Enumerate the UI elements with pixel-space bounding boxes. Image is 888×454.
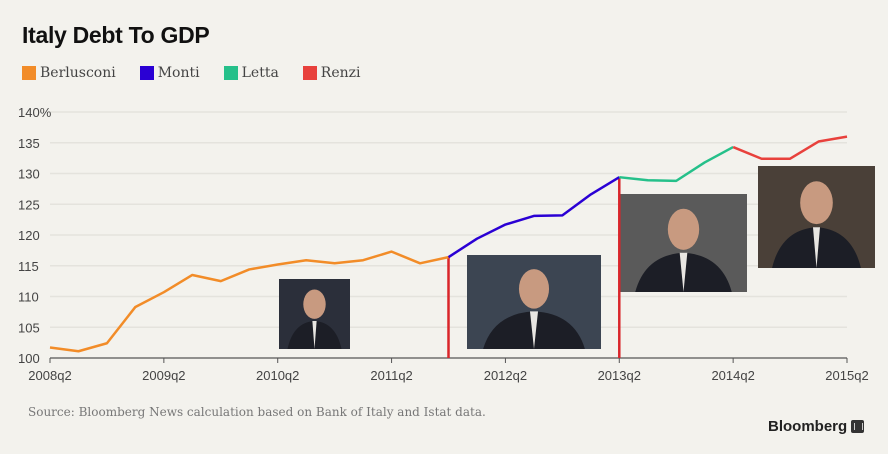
legend-swatch [302,66,317,80]
bloomberg-terminal-icon [851,420,865,433]
photo-face [303,289,326,319]
source-note: Source: Bloomberg News calculation based… [28,405,486,419]
x-tick-label: 2010q2 [256,368,299,383]
photo-berlusconi [279,279,350,349]
legend-item-monti: Monti [139,65,200,81]
legend-swatch [223,66,238,80]
series-line-renzi [732,135,848,160]
photo-shirt [812,227,821,268]
photo-renzi [758,166,875,268]
x-tick-label: 2013q2 [598,368,641,383]
photo-face [800,181,833,225]
legend-label: Renzi [320,65,361,81]
y-tick-label: 100 [18,351,40,366]
y-tick-label: 115 [18,259,39,274]
legend-label: Berlusconi [40,65,116,81]
y-tick-label: 140% [18,105,52,120]
legend-item-renzi: Renzi [302,65,361,81]
brand-name: Bloomberg [768,418,848,435]
y-tick-label: 125 [18,197,40,212]
chart-title: Italy Debt To GDP [22,22,210,48]
brand-logo: Bloomberg [768,418,865,435]
x-tick-label: 2015q2 [825,368,868,383]
legend-label: Letta [241,65,279,81]
series-line-monti [447,176,620,259]
legend-label: Monti [157,65,200,81]
x-tick-label: 2012q2 [484,368,527,383]
photo-shirt [529,311,539,349]
photo-face [667,208,700,250]
y-tick-label: 135 [18,136,40,151]
series-line-letta [619,145,734,183]
legend-swatch [22,66,36,80]
photo-shirt [679,252,688,292]
photo-shirt [312,321,317,349]
y-tick-label: 130 [18,167,40,182]
x-tick-label: 2009q2 [142,368,185,383]
x-tick-label: 2011q2 [370,368,412,383]
photo-monti [467,255,601,349]
legend: Berlusconi Monti Letta Renzi [22,65,385,81]
photo-letta [620,194,747,292]
y-tick-label: 110 [18,290,39,305]
y-tick-label: 120 [18,228,40,243]
x-tick-label: 2014q2 [711,368,754,383]
y-tick-label: 105 [18,320,40,335]
legend-swatch [139,66,154,80]
series-line-berlusconi [49,250,449,353]
x-tick-label: 2008q2 [28,368,71,383]
legend-item-letta: Letta [223,65,279,81]
legend-item-berlusconi: Berlusconi [22,65,116,81]
photo-face [518,269,550,309]
